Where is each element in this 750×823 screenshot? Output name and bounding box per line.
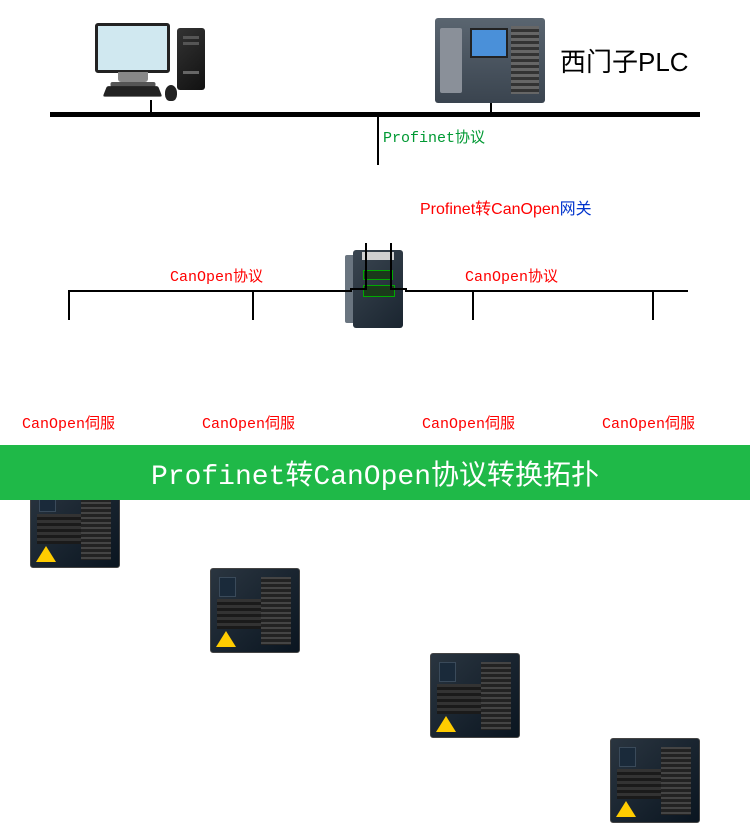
gw-left-h	[350, 288, 367, 290]
bus-to-gateway	[377, 117, 379, 165]
servo-label-1: CanOpen伺服	[22, 412, 115, 433]
pc-drop	[150, 100, 152, 112]
left-bus	[68, 290, 352, 292]
servo-label-4: CanOpen伺服	[602, 412, 695, 433]
servo-4	[610, 738, 700, 823]
profinet-label: Profinet协议	[383, 126, 485, 147]
top-bus	[50, 112, 700, 117]
title-banner: Profinet转CanOpen协议转换拓扑	[0, 445, 750, 500]
gw-down-right	[390, 243, 392, 290]
servo-drop-2	[252, 290, 254, 320]
gw-down-left	[365, 243, 367, 290]
title-text: Profinet转CanOpen协议转换拓扑	[151, 453, 599, 493]
gateway-label: Profinet转CanOpen网关	[420, 195, 592, 219]
servo-drop-3	[472, 290, 474, 320]
servo-label-2: CanOpen伺服	[202, 412, 295, 433]
plc-drop	[490, 103, 492, 113]
siemens-plc	[435, 18, 545, 103]
servo-drop-1	[68, 290, 70, 320]
servo-2	[210, 568, 300, 653]
canopen-left-label: CanOpen协议	[170, 265, 263, 286]
plc-label: 西门子PLC	[560, 42, 689, 79]
servo-3	[430, 653, 520, 738]
pc-workstation	[95, 23, 170, 73]
servo-label-3: CanOpen伺服	[422, 412, 515, 433]
canopen-right-label: CanOpen协议	[465, 265, 558, 286]
servo-drop-4	[652, 290, 654, 320]
right-bus	[405, 290, 688, 292]
